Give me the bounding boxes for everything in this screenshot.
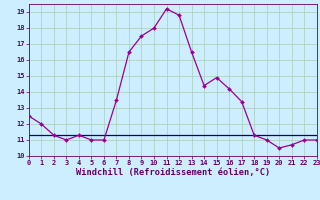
X-axis label: Windchill (Refroidissement éolien,°C): Windchill (Refroidissement éolien,°C) — [76, 168, 270, 177]
